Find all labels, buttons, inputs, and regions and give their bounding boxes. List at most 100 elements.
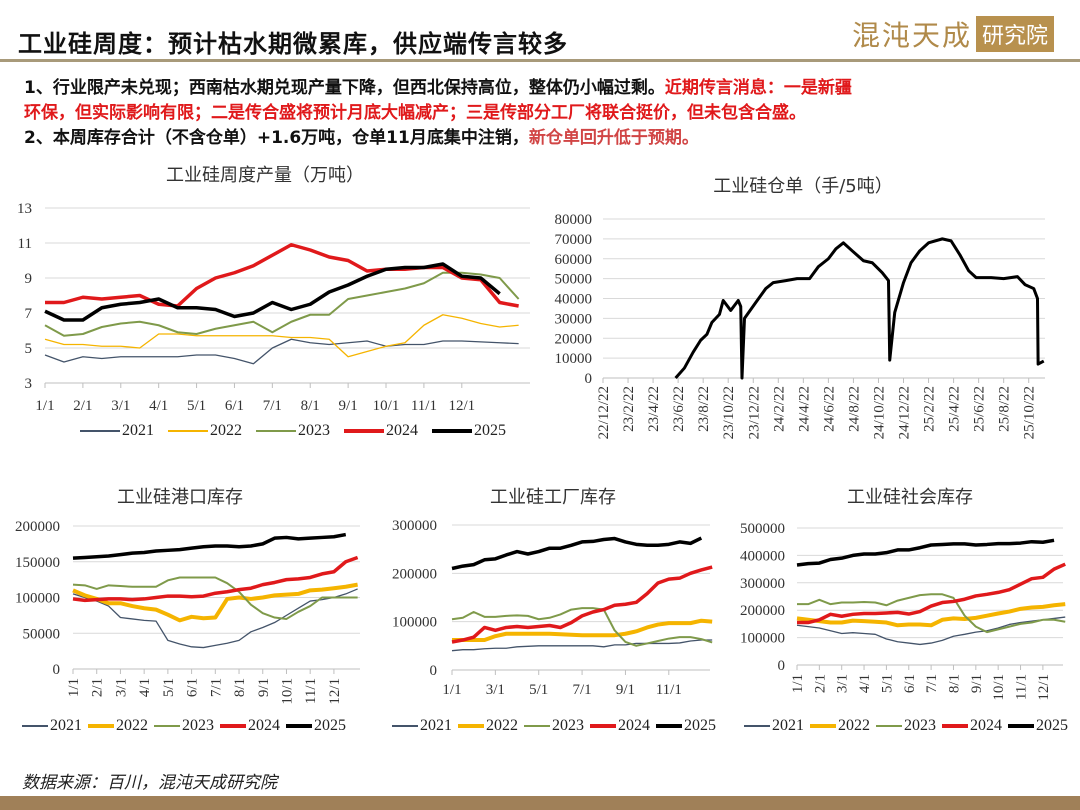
y-tick-label: 3: [25, 376, 33, 392]
x-tick-label: 8/1: [946, 674, 962, 693]
y-tick-label: 100000: [392, 615, 437, 631]
x-tick-label: 25/2/22: [922, 386, 938, 432]
legend-label: 2025: [314, 717, 346, 734]
legend-label: 2024: [248, 717, 280, 734]
bullet-line-2: 环保，但实际影响有限；二是传合盛将预计月底大幅减产；三是传部分工厂将联合挺价，但…: [24, 103, 806, 123]
legend-item-2023: 2023: [154, 717, 214, 735]
legend-swatch: [590, 724, 616, 728]
x-tick-label: 11/1: [303, 678, 319, 704]
legend-label: 2022: [210, 422, 242, 439]
legend-label: 2025: [684, 717, 716, 734]
chart-legend: 2021 2022 2023 2024 2025: [392, 717, 716, 735]
legend-item-2025: 2025: [432, 422, 506, 440]
legend-item-2021: 2021: [22, 717, 82, 735]
y-tick-label: 80000: [555, 212, 593, 228]
legend-item-2023: 2023: [256, 422, 330, 440]
x-tick-label: 5/1: [529, 682, 548, 698]
x-tick-label: 24/8/22: [846, 386, 862, 432]
y-tick-label: 500000: [740, 521, 785, 537]
x-tick-label: 5/1: [161, 678, 177, 697]
legend-swatch: [942, 724, 968, 728]
x-tick-label: 1/1: [66, 678, 82, 697]
x-tick-label: 7/1: [208, 678, 224, 697]
x-tick-label: 10/1: [991, 674, 1007, 701]
legend-label: 2022: [116, 717, 148, 734]
legend-swatch: [810, 724, 836, 728]
legend-item-2021: 2021: [80, 422, 154, 440]
x-tick-label: 2/1: [812, 674, 828, 693]
legend-swatch: [524, 725, 550, 727]
legend-item-2023: 2023: [876, 717, 936, 735]
y-tick-label: 0: [430, 663, 438, 679]
y-tick-label: 0: [585, 371, 593, 387]
x-tick-label: 23/4/22: [646, 386, 662, 432]
legend-swatch: [344, 429, 384, 433]
series-line-2022: [44, 314, 519, 358]
chart-title: 工业硅周度产量（万吨）: [166, 165, 364, 186]
y-tick-label: 30000: [555, 311, 593, 327]
legend-swatch: [744, 725, 770, 727]
legend-swatch: [432, 429, 472, 433]
footer-band: [0, 796, 1080, 810]
x-tick-label: 2/1: [90, 678, 106, 697]
x-tick-label: 12/1: [1036, 674, 1052, 701]
legend-item-2024: 2024: [220, 717, 280, 735]
chart-legend: 2021 2022 2023 2024 2025: [744, 717, 1068, 735]
y-tick-label: 300000: [392, 518, 437, 534]
legend-swatch: [256, 430, 296, 432]
series-line-2024: [45, 243, 519, 308]
legend-label: 2023: [904, 717, 936, 734]
x-tick-label: 1/1: [35, 398, 54, 414]
legend-swatch: [1008, 724, 1034, 728]
legend-swatch: [286, 724, 312, 728]
y-tick-label: 200000: [740, 603, 785, 619]
x-tick-label: 24/12/22: [897, 386, 913, 439]
bullet-line-3: 2、本周库存合计（不含仓单）+1.6万吨，仓单11月底集中注销，新仓单回升低于预…: [24, 126, 852, 151]
y-tick-label: 50000: [555, 272, 593, 288]
legend-label: 2025: [1036, 717, 1068, 734]
x-tick-label: 7/1: [924, 674, 940, 693]
legend-swatch: [458, 724, 484, 728]
legend-item-2024: 2024: [942, 717, 1002, 735]
x-tick-label: 8/1: [232, 678, 248, 697]
x-tick-label: 12/1: [327, 678, 343, 705]
x-tick-label: 23/10/22: [721, 386, 737, 439]
legend-item-2021: 2021: [744, 717, 804, 735]
x-tick-label: 23/6/22: [671, 386, 687, 432]
series-line-2025: [796, 538, 1055, 567]
y-tick-label: 400000: [740, 548, 785, 564]
y-tick-label: 5: [25, 341, 33, 357]
y-tick-label: 13: [17, 201, 32, 217]
x-tick-label: 3/1: [835, 674, 851, 693]
x-tick-label: 4/1: [149, 398, 168, 414]
y-tick-label: 70000: [555, 232, 593, 248]
x-tick-label: 22/12/22: [596, 386, 612, 439]
x-tick-label: 25/8/22: [997, 386, 1013, 432]
bullet-2-text: 2、本周库存合计（不含仓单）+1.6万吨，仓单11月底集中注销，: [24, 128, 529, 148]
x-tick-label: 7/1: [572, 682, 591, 698]
series-line-2023: [451, 607, 713, 647]
data-source: 数据来源：百川，混沌天成研究院: [22, 773, 277, 793]
series-line-2021: [44, 338, 519, 365]
series-line-2023: [72, 576, 358, 620]
x-tick-label: 1/1: [790, 674, 806, 693]
legend-label: 2024: [970, 717, 1002, 734]
x-tick-label: 24/6/22: [821, 386, 837, 432]
legend-item-2022: 2022: [810, 717, 870, 735]
y-tick-label: 200000: [15, 519, 60, 535]
legend-label: 2023: [552, 717, 584, 734]
legend-label: 2023: [298, 422, 330, 439]
bullet-line-1: 1、行业限产未兑现；西南枯水期兑现产量下降，但西北保持高位，整体仍小幅过剩。近期…: [24, 76, 852, 101]
y-tick-label: 10000: [555, 351, 593, 367]
logo-main-text: 混沌天成: [851, 19, 972, 52]
x-tick-label: 9/1: [256, 678, 272, 697]
x-tick-label: 7/1: [263, 398, 282, 414]
x-tick-label: 4/1: [137, 678, 153, 697]
legend-item-2021: 2021: [392, 717, 452, 735]
series-line-2022: [72, 582, 358, 623]
header-divider: [0, 59, 1080, 62]
chart-legend: 2021 2022 2023 2024 2025: [80, 422, 506, 440]
y-tick-label: 9: [25, 271, 33, 287]
legend-swatch: [80, 430, 120, 432]
